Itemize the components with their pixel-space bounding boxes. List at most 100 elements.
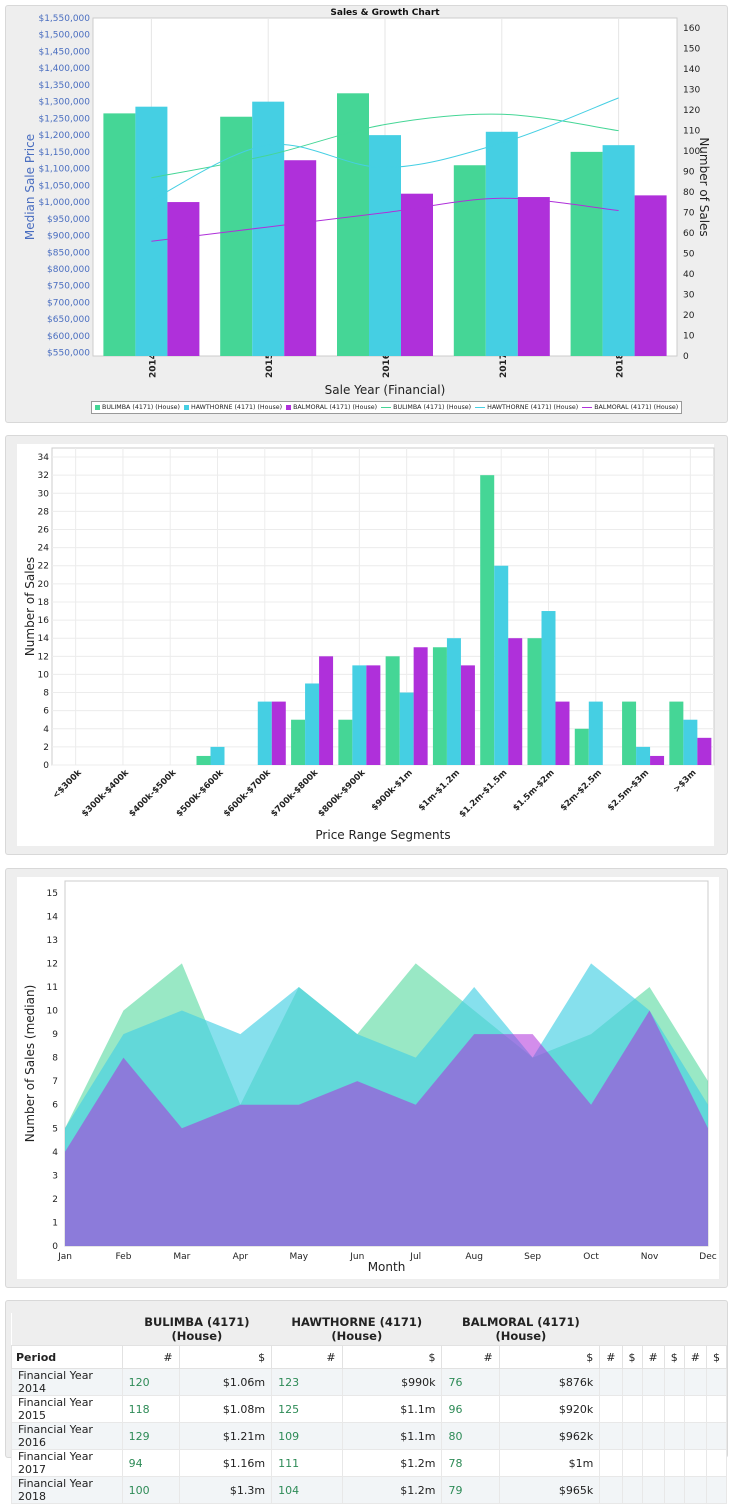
legend-item-bulimba-bar[interactable]: BULIMBA (4171) (House): [95, 404, 180, 411]
y2-axis-title: Number of Sales: [697, 137, 711, 236]
y2-tick-label: 110: [683, 127, 700, 137]
legend-item-balmoral-bar[interactable]: BALMORAL (4171) (House): [286, 404, 377, 411]
bar-hawthorne: [588, 701, 603, 765]
table-row: Financial Year 2018 100 $1.3m 104 $1.2m 79…: [11, 1476, 728, 1504]
sales-growth-chart: 2014 2015 2016 2017 2018 $550,000 $600,000 $650…: [23, 8, 711, 397]
bar-hawthorne: [257, 701, 272, 765]
bar-hawthorne: [446, 638, 461, 765]
y-tick-label: 0: [52, 1242, 58, 1252]
bar-bulimba: [480, 475, 495, 765]
y2-tick-label: 120: [683, 106, 700, 116]
y-tick-label: $1,350,000: [38, 81, 90, 91]
bar-hawthorne: [494, 565, 509, 765]
x-tick-label: Jan: [57, 1252, 72, 1262]
bar-balmoral: [460, 665, 475, 765]
legend-item-hawthorne-bar[interactable]: HAWTHORNE (4171) (House): [183, 404, 282, 411]
bar-hawthorne: [602, 145, 635, 356]
bar-bulimba: [527, 638, 542, 765]
chart-title: Sales & Growth Chart: [330, 8, 440, 18]
price-range-chart: 0246810121416182022242628303234<$300k$30…: [17, 444, 715, 846]
y-tick-label: 16: [38, 616, 50, 626]
y-tick-label: 14: [47, 912, 59, 922]
count-header: #: [599, 1345, 623, 1369]
y-tick-label: 24: [38, 544, 50, 554]
y-tick-label: 6: [52, 1101, 58, 1111]
y2-tick-label: 90: [683, 168, 695, 178]
price-header: $: [705, 1345, 728, 1369]
bar-bulimba: [196, 755, 211, 765]
price-header: $: [498, 1345, 601, 1369]
bar-bulimba: [574, 728, 589, 765]
y-tick-label: $1,200,000: [38, 131, 90, 141]
bar-bulimba: [337, 93, 369, 356]
y-tick-label: $600,000: [47, 332, 90, 342]
x-axis-title: Sale Year (Financial): [325, 383, 446, 397]
y-tick-label: $850,000: [47, 248, 90, 258]
bar-balmoral: [697, 737, 712, 765]
y-tick-label: $750,000: [47, 282, 90, 292]
period-header: Period: [11, 1345, 123, 1369]
y-tick-label: 32: [38, 471, 49, 481]
y-tick-label: 18: [38, 598, 50, 608]
bar-hawthorne: [210, 746, 225, 765]
y-tick-label: $900,000: [47, 232, 90, 242]
sales-table-panel: BULIMBA (4171) (House) HAWTHORNE (4171) …: [5, 1300, 728, 1504]
x-tick-label: Oct: [583, 1252, 599, 1262]
y-tick-label: $1,550,000: [38, 14, 90, 24]
x-tick-label: Feb: [115, 1252, 131, 1262]
bar-hawthorne: [252, 101, 285, 357]
monthly-sales-panel: 0 1 2 3 4 5 6 7 8 9 10 11 12 13 14 15 Jan Feb Mar Apr May Jun…: [5, 868, 728, 1288]
y-tick-label: 12: [47, 959, 58, 969]
bar-balmoral: [555, 701, 570, 765]
bar-bulimba: [385, 656, 400, 765]
x-tick-label: Nov: [641, 1252, 659, 1262]
table-row: Financial Year 2017 94 $1.16m 111 $1.2m 78…: [11, 1449, 728, 1477]
bar-balmoral: [284, 160, 317, 356]
y-tick-label: 12: [38, 652, 49, 662]
y-tick-label: $1,150,000: [38, 148, 90, 158]
bar-balmoral: [366, 665, 381, 765]
y-tick-label: 4: [52, 1148, 58, 1158]
y-tick-label: 5: [52, 1124, 58, 1134]
bar-balmoral: [271, 701, 286, 765]
y2-tick-label: 160: [683, 24, 700, 34]
y2-tick-label: 50: [683, 250, 695, 260]
bar-bulimba: [338, 719, 353, 765]
y-tick-label: 3: [52, 1171, 58, 1181]
bar-balmoral: [508, 638, 523, 765]
y2-tick-label: 100: [683, 147, 700, 157]
y-tick-label: 1: [52, 1218, 58, 1228]
x-tick-label: Apr: [233, 1252, 249, 1262]
bar-hawthorne: [399, 692, 414, 765]
bar-bulimba: [570, 151, 603, 356]
legend-item-bulimba-line[interactable]: BULIMBA (4171) (House): [381, 404, 471, 411]
y2-tick-label: 40: [683, 270, 695, 280]
x-tick-label: 2015: [265, 353, 275, 378]
bar-hawthorne: [135, 106, 168, 356]
bar-hawthorne: [485, 131, 518, 356]
y2-tick-label: 30: [683, 291, 695, 301]
bar-bulimba: [622, 701, 637, 765]
y-tick-label: 11: [47, 983, 58, 993]
bar-balmoral: [413, 647, 428, 765]
bar-balmoral: [319, 656, 334, 765]
y-tick-label: 10: [47, 1007, 59, 1017]
y-tick-label: $1,300,000: [38, 98, 90, 108]
y-tick-label: $1,000,000: [38, 198, 90, 208]
bar-bulimba: [432, 647, 447, 765]
x-tick-label: Dec: [699, 1252, 716, 1262]
legend-item-hawthorne-line[interactable]: HAWTHORNE (4171) (House): [475, 404, 578, 411]
y-tick-label: $800,000: [47, 265, 90, 275]
y2-tick-label: 0: [683, 352, 689, 362]
line-balmoral: [151, 197, 619, 242]
price-header: $: [621, 1345, 643, 1369]
y-tick-label: 7: [52, 1077, 58, 1087]
bar-bulimba: [291, 719, 306, 765]
x-tick-label: Jul: [409, 1252, 421, 1262]
price-range-panel: 0 2 4 6 8 10 12 14 16 18 20 22 24 26 28 30 32 34 <$300k $30…: [5, 435, 728, 855]
plot-area: [51, 447, 715, 766]
y-tick-label: 8: [43, 689, 49, 699]
legend-item-balmoral-line[interactable]: BALMORAL (4171) (House): [582, 404, 678, 411]
y-tick-label: 2: [52, 1195, 58, 1205]
bar-bulimba: [669, 701, 684, 765]
